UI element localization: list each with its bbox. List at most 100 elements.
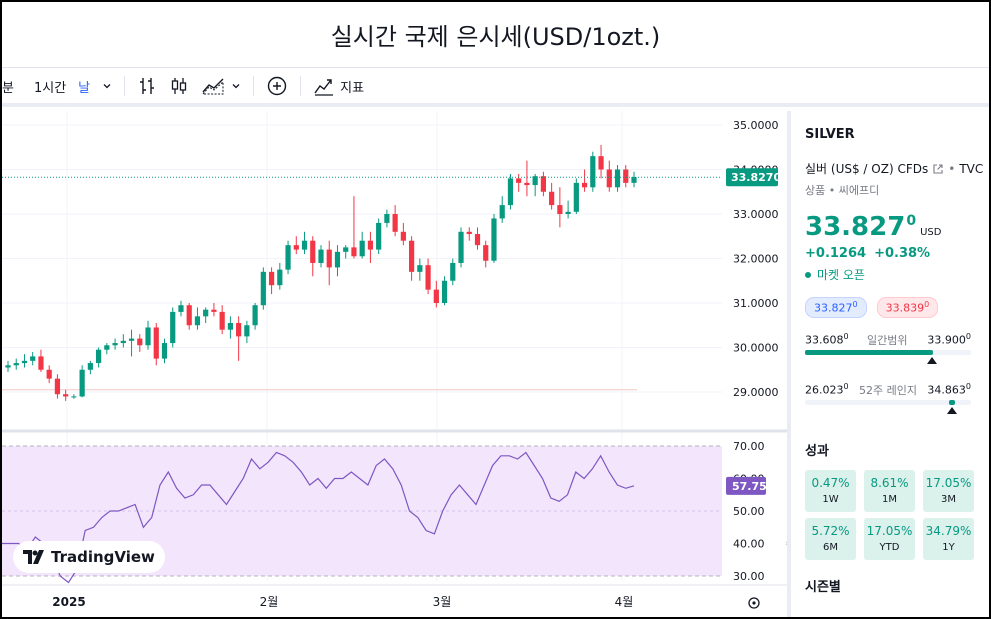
performance-6m[interactable]: 5.72% 6M [805, 517, 856, 560]
price-chart[interactable]: 35.000034.000033.000032.000031.000030.00… [2, 111, 787, 619]
week52-low: 26.0230 [805, 382, 849, 397]
candle-body [120, 340, 126, 344]
price-axis-label: 29.0000 [733, 386, 779, 399]
toolbar-divider [253, 76, 255, 96]
candle-body [631, 177, 637, 183]
candle-body [96, 349, 102, 364]
price-axis-label: 30.0000 [733, 342, 779, 355]
candle-body [13, 363, 19, 366]
symbol-name[interactable]: SILVER [805, 127, 855, 142]
category-sub-label: 씨에프디 [838, 184, 880, 197]
candle-body [293, 245, 299, 250]
external-link-icon[interactable] [932, 163, 944, 175]
tradingview-logo-text: TradingView [51, 548, 155, 566]
symbol-source[interactable]: TVC [959, 161, 984, 176]
interval-1h-button[interactable]: 1시간 [33, 80, 67, 96]
performance-1y[interactable]: 34.79% 1Y [923, 517, 974, 560]
candle-body [227, 323, 233, 330]
chevron-down-icon [232, 84, 240, 89]
indicators-button[interactable]: 지표 [307, 69, 370, 103]
day-range-track [805, 349, 971, 355]
candle-body [450, 262, 456, 281]
indicators-icon [314, 79, 334, 96]
price-change: +0.1264 +0.38% [805, 246, 989, 261]
ask-sup: 0 [924, 300, 930, 309]
performance-grid: 0.47% 1W 8.61% 1M 17.05% 3M 5.72% 6M 17.05% Y… [805, 469, 989, 560]
symbol-details-panel: SILVER 실버 (US$ / OZ) CFDs • TVC 상품 • 씨에프… [791, 111, 989, 617]
market-status-text: 마켓 오픈 [817, 268, 865, 282]
candle-body [30, 356, 36, 361]
day-range-low: 33.6080 [805, 332, 849, 347]
time-axis-label: 2025 [52, 595, 85, 609]
rsi-value-tag [726, 476, 766, 495]
collapse-panel-handle[interactable]: › [785, 539, 789, 549]
candle-body [491, 218, 497, 261]
perf-value: 8.61% [870, 476, 909, 491]
candle-body [104, 345, 110, 350]
rsi-axis-label: 40.00 [733, 538, 765, 551]
interval-minutes-button[interactable]: 분 [2, 80, 14, 96]
performance-ytd[interactable]: 17.05% YTD [864, 517, 915, 560]
interval-dropdown[interactable] [96, 69, 118, 103]
candle-body [128, 338, 135, 341]
week52-low-main: 26.023 [805, 383, 844, 397]
rsi-axis-label: 70.00 [733, 440, 765, 453]
performance-1w[interactable]: 0.47% 1W [805, 469, 856, 512]
price-axis-label: 32.0000 [733, 253, 779, 266]
candle-body [38, 356, 44, 370]
performance-3m[interactable]: 17.05% 3M [923, 469, 974, 512]
bid-sup: 0 [852, 300, 858, 309]
candle-body [161, 343, 168, 359]
candle-body [343, 247, 349, 252]
candle-body [392, 214, 398, 232]
symbol-description: 실버 (US$ / OZ) CFDs • TVC [805, 160, 989, 177]
candle-body [367, 240, 374, 250]
bar-chart-style-button[interactable] [131, 69, 163, 103]
day-range-marker [927, 356, 937, 364]
market-status: 마켓 오픈 [805, 266, 989, 283]
change-percent: +0.38% [874, 246, 931, 261]
candle-body [326, 249, 332, 268]
chart-area[interactable]: 35.000034.000033.000032.000031.000030.00… [2, 111, 789, 619]
sidebar-divider[interactable] [787, 111, 791, 617]
week52-track [805, 399, 971, 405]
candles-icon [171, 78, 187, 94]
symbol-description-text[interactable]: 실버 (US$ / OZ) CFDs [805, 162, 929, 176]
candle-body [268, 271, 275, 286]
candle-body [359, 240, 365, 257]
day-low-main: 33.608 [805, 333, 844, 347]
performance-1m[interactable]: 8.61% 1M [864, 469, 915, 512]
candle-body [71, 396, 77, 398]
candle-body [46, 369, 52, 379]
candle-body [573, 182, 579, 212]
price-axis-label: 35.0000 [733, 119, 779, 132]
candle-body [334, 251, 341, 268]
interval-day-button[interactable]: 날 [78, 80, 91, 96]
candle-body [384, 214, 390, 223]
candle-body [417, 265, 423, 272]
tradingview-logo[interactable]: TradingView [13, 541, 165, 573]
area-chart-style-button[interactable] [195, 69, 247, 103]
candle-body [63, 394, 69, 397]
perf-value: 34.79% [925, 524, 972, 539]
week52-high: 34.8630 [927, 382, 971, 397]
week52-low-sup: 0 [843, 381, 849, 391]
candle-body [466, 231, 472, 235]
toolbar-divider [300, 76, 302, 96]
candle-body [409, 240, 415, 272]
day-high-sup: 0 [965, 331, 971, 341]
perf-label: 3M [941, 494, 956, 506]
perf-label: 1M [882, 494, 897, 506]
ask-main: 33.839 [885, 301, 925, 315]
compare-symbol-button[interactable] [260, 69, 294, 103]
week52-high-sup: 0 [965, 381, 971, 391]
candle-body [483, 245, 489, 261]
candle-body [524, 182, 530, 186]
chevron-down-icon [103, 84, 111, 89]
bid-main: 33.827 [814, 301, 853, 315]
candle-chart-style-button[interactable] [163, 69, 195, 103]
candle-body [598, 156, 604, 170]
candle-body [87, 363, 93, 370]
day-range: 33.6080 일간범위 33.9000 [805, 331, 989, 364]
